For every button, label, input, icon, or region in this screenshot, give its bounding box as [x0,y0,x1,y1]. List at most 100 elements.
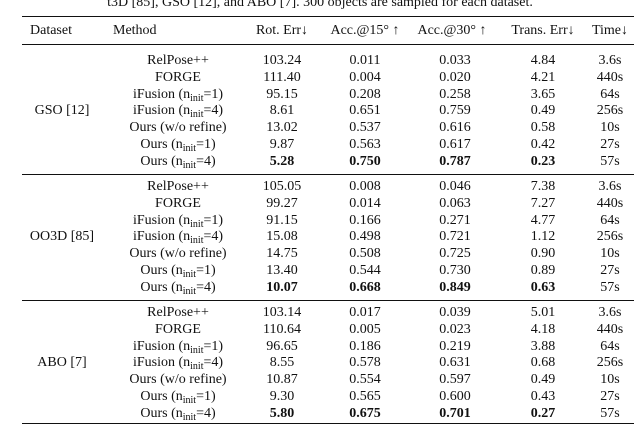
method-cell: FORGE [155,196,201,212]
value-cell: 0.004 [349,69,381,85]
value-cell: 0.166 [349,212,381,228]
value-cell: 0.58 [530,120,556,136]
value-cell: 0.600 [439,389,471,404]
value-cell: 13.02 [266,120,298,136]
method-cell: Ours (ninit=4) [140,279,216,297]
method-name: Ours (n [140,153,183,169]
header-cell: Rot. Err↓ [255,23,309,38]
subscript: init [182,285,197,297]
value-cell: 27s [600,137,620,152]
value-cell: 0.186 [349,338,381,354]
value-cell: 256s [596,229,624,245]
method-cell: iFusion (ninit=1) [133,86,224,104]
subscript: init [190,109,204,121]
value-cell: 110.64 [263,321,301,337]
value-cell: 0.271 [439,212,471,228]
value-cell: 95.15 [266,86,298,102]
value-cell: 0.730 [439,263,471,278]
value-cell: 0.787 [439,153,471,169]
method-cell: RelPose++ [147,179,209,195]
value-cell: 99.27 [266,195,298,211]
value-cell: 0.651 [349,103,381,119]
value-cell: 105.05 [262,179,302,194]
method-name: Ours (n [140,137,183,152]
value-cell: 0.597 [439,372,471,388]
value-cell: 0.675 [349,405,381,421]
value-cell: 3.6s [598,53,622,68]
method-name: Ours (n [140,263,183,278]
value-cell: 0.759 [439,103,471,119]
method-name: RelPose++ [147,305,209,320]
method-cell: Ours (ninit=4) [140,405,215,423]
value-cell: 10s [600,246,620,262]
value-cell: 9.30 [269,389,295,404]
value-cell: 103.14 [262,305,302,320]
method-name: Ours (n [140,405,183,421]
value-cell: 10.87 [266,372,298,388]
rule [22,173,634,175]
value-cell: 5.01 [530,305,556,320]
caption: t3D [85], GSO [12], and ABO [7]. 300 obj… [107,0,533,10]
value-cell: 14.75 [266,246,298,262]
method-name: iFusion (n [132,103,191,119]
value-cell: 0.258 [439,86,471,102]
method-name: RelPose++ [147,53,209,68]
value-cell: 13.40 [266,263,298,278]
value-cell: 57s [600,279,620,295]
value-cell: 0.89 [530,263,556,278]
value-cell: 5.28 [269,153,295,169]
method-cell: FORGE [155,70,201,86]
header-cell: Trans. Err↓ [511,23,575,38]
value-cell: 8.55 [269,355,295,371]
method-name: RelPose++ [147,179,209,194]
value-cell: 0.23 [530,153,556,169]
value-cell: 96.65 [266,338,298,354]
method-suffix: =4) [203,103,224,119]
header-cell: Method [113,23,157,38]
value-cell: 0.011 [349,53,381,68]
value-cell: 0.750 [349,153,381,169]
dataset-label: OO3D [85] [29,229,95,245]
value-cell: 10s [600,120,620,136]
subscript: init [190,361,204,373]
subscript: init [182,411,197,423]
value-cell: 15.08 [266,229,298,245]
value-cell: 0.565 [349,389,381,404]
value-cell: 91.15 [266,212,298,228]
value-cell: 57s [600,153,620,169]
value-cell: 0.63 [530,279,556,295]
method-name: FORGE [155,321,201,337]
value-cell: 5.80 [269,405,295,421]
header-cell: Acc.@15° ↑ [330,23,400,38]
method-suffix: =4) [203,229,224,245]
method-name: Ours (w/o refine) [129,246,227,262]
value-cell: 0.43 [530,389,556,404]
method-cell: RelPose++ [147,53,209,69]
subscript: init [182,395,197,406]
value-cell: 0.014 [349,195,381,211]
method-name: Ours (w/o refine) [129,120,227,136]
value-cell: 0.046 [439,179,471,194]
method-cell: Ours (ninit=1) [140,137,215,154]
value-cell: 256s [596,355,624,371]
value-cell: 0.017 [349,305,381,320]
method-cell: RelPose++ [147,305,209,321]
rule [22,16,634,18]
method-suffix: =4) [196,279,216,295]
value-cell: 0.668 [349,279,381,295]
method-name: FORGE [155,69,201,85]
method-suffix: =1) [203,86,224,102]
value-cell: 64s [600,338,620,354]
value-cell: 0.631 [439,355,471,371]
value-cell: 0.849 [439,279,471,295]
method-suffix: =1) [203,212,224,228]
header-cell: Time↓ [591,23,629,38]
value-cell: 103.24 [262,53,302,68]
value-cell: 57s [600,405,620,421]
header-cell: Dataset [30,23,72,38]
method-cell: Ours (w/o refine) [129,246,226,262]
value-cell: 0.49 [530,372,556,388]
value-cell: 3.6s [598,305,622,320]
method-cell: iFusion (ninit=1) [133,212,224,230]
value-cell: 3.65 [530,86,556,102]
